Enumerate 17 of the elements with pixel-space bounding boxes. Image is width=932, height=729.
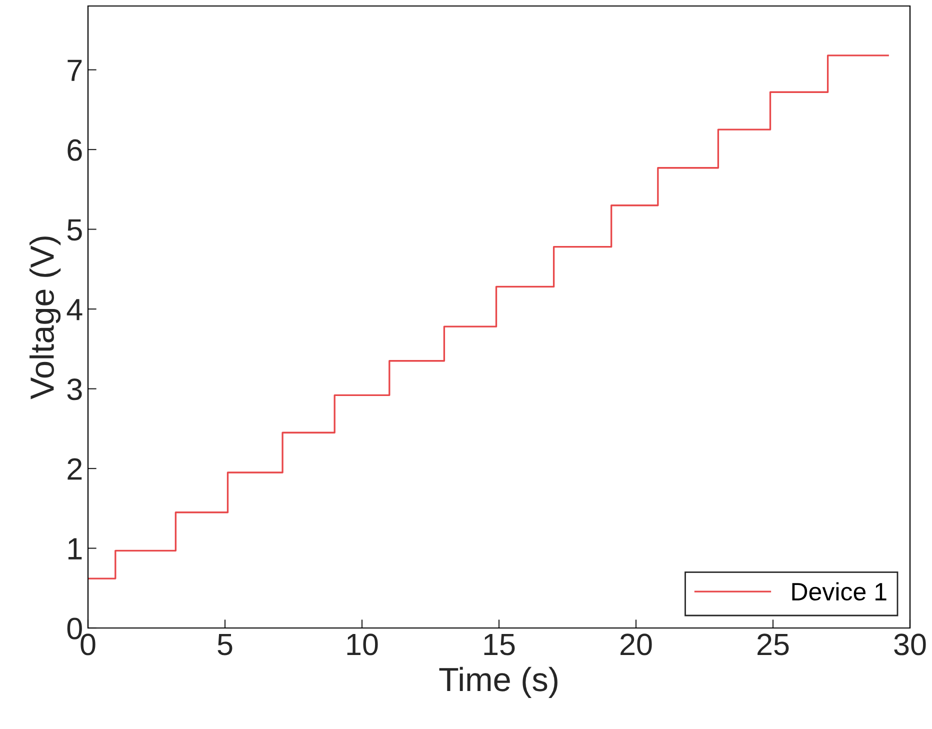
x-tick-label: 10 bbox=[347, 634, 378, 656]
y-tick-label: 6 bbox=[68, 139, 82, 161]
x-tick-label: 30 bbox=[894, 634, 926, 656]
y-tick-label: 4 bbox=[66, 299, 82, 320]
x-tick-label: 15 bbox=[484, 634, 515, 656]
x-axis-title: Time (s) bbox=[439, 666, 558, 698]
y-tick-label: 5 bbox=[67, 219, 82, 241]
y-tick-label: 7 bbox=[68, 60, 82, 81]
y-tick-label: 1 bbox=[68, 538, 82, 560]
y-tick-label: 2 bbox=[68, 458, 82, 480]
x-tick-label: 20 bbox=[620, 634, 652, 656]
legend-label: Device 1 bbox=[792, 582, 886, 601]
y-tick-label: 3 bbox=[67, 378, 82, 400]
x-tick-label: 25 bbox=[758, 634, 789, 656]
y-axis-title: Voltage (V) bbox=[30, 236, 61, 400]
x-tick-label: 5 bbox=[218, 634, 232, 656]
y-tick-label: 0 bbox=[67, 618, 82, 640]
